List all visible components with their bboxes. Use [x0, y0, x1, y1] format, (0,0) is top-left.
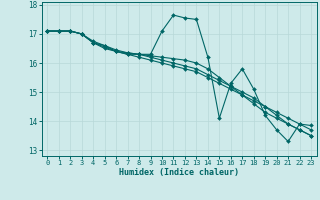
X-axis label: Humidex (Indice chaleur): Humidex (Indice chaleur)	[119, 168, 239, 177]
